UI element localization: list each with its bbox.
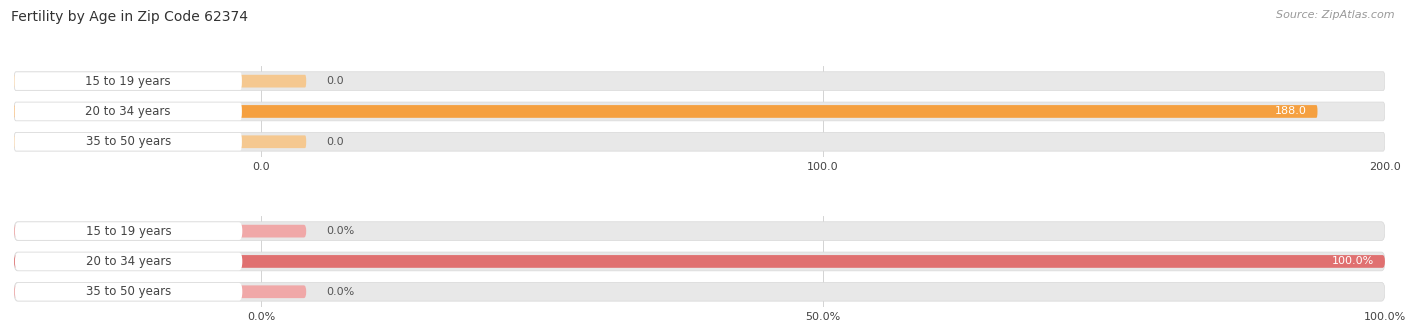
FancyBboxPatch shape xyxy=(14,72,242,90)
FancyBboxPatch shape xyxy=(14,72,1385,90)
Text: 0.0: 0.0 xyxy=(326,76,344,86)
Text: 0.0%: 0.0% xyxy=(326,226,354,236)
Text: 35 to 50 years: 35 to 50 years xyxy=(86,285,172,298)
Text: 188.0: 188.0 xyxy=(1274,107,1306,116)
FancyBboxPatch shape xyxy=(14,132,1385,151)
Text: 35 to 50 years: 35 to 50 years xyxy=(86,135,170,148)
FancyBboxPatch shape xyxy=(14,255,1385,268)
FancyBboxPatch shape xyxy=(14,222,1385,241)
FancyBboxPatch shape xyxy=(15,283,242,301)
FancyBboxPatch shape xyxy=(14,135,307,148)
Text: 15 to 19 years: 15 to 19 years xyxy=(86,225,172,238)
Text: 0.0: 0.0 xyxy=(326,137,344,147)
FancyBboxPatch shape xyxy=(14,105,1317,118)
Text: 20 to 34 years: 20 to 34 years xyxy=(86,255,172,268)
Text: 15 to 19 years: 15 to 19 years xyxy=(86,75,172,88)
FancyBboxPatch shape xyxy=(15,253,242,270)
FancyBboxPatch shape xyxy=(14,252,1385,271)
FancyBboxPatch shape xyxy=(14,285,307,298)
FancyBboxPatch shape xyxy=(14,103,242,120)
FancyBboxPatch shape xyxy=(14,75,307,87)
Text: 100.0%: 100.0% xyxy=(1331,256,1374,266)
FancyBboxPatch shape xyxy=(15,222,242,240)
Text: 0.0%: 0.0% xyxy=(326,287,354,297)
FancyBboxPatch shape xyxy=(14,225,307,238)
Text: 20 to 34 years: 20 to 34 years xyxy=(86,105,172,118)
Text: Source: ZipAtlas.com: Source: ZipAtlas.com xyxy=(1277,10,1395,20)
Text: Fertility by Age in Zip Code 62374: Fertility by Age in Zip Code 62374 xyxy=(11,10,249,24)
FancyBboxPatch shape xyxy=(14,282,1385,301)
FancyBboxPatch shape xyxy=(14,133,242,150)
FancyBboxPatch shape xyxy=(14,102,1385,121)
